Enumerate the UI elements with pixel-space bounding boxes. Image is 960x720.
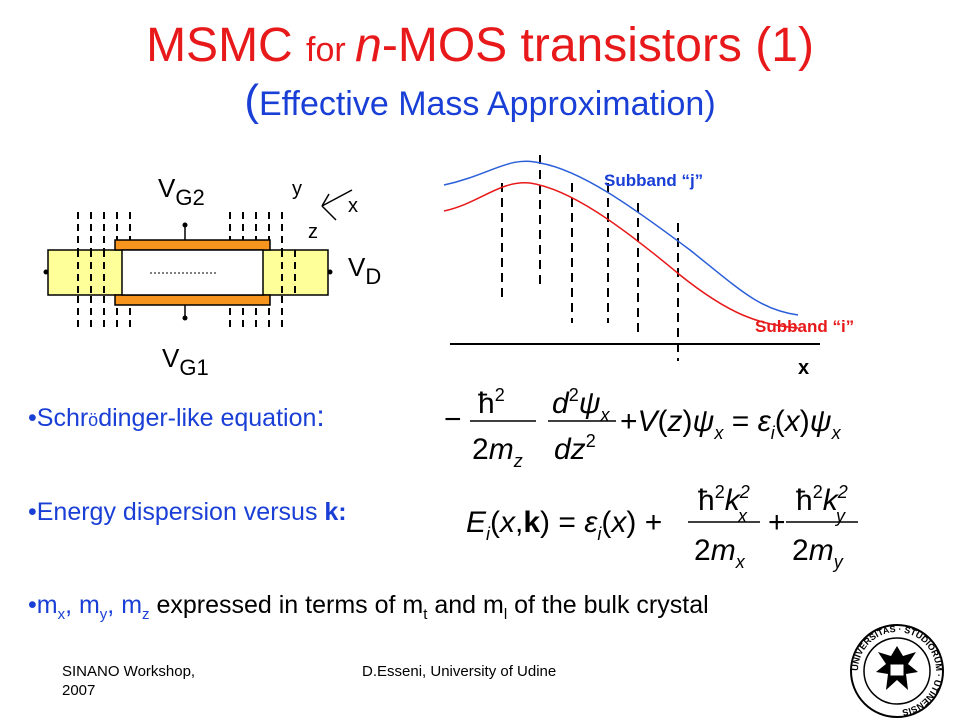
subband-i-label: Subband “i” <box>755 317 854 336</box>
bullet-masses: •mx, my, mz expressed in terms of mt and… <box>28 591 709 623</box>
bullet-energy-dispersion: •Energy dispersion versus k: <box>28 498 347 526</box>
svg-text:2my: 2my <box>792 534 844 572</box>
vg2-label: VG2 <box>158 173 205 210</box>
title-part4: -MOS transistors (1) <box>381 19 814 72</box>
schrodinger-equation: − ħ2 2mz d2ψx dz2 +V(z)ψx = εi(x)ψx <box>444 385 842 471</box>
subband-diagram: x Subband “j” Subband “i” <box>443 155 854 379</box>
subband-i-curve <box>443 182 799 329</box>
svg-text:y: y <box>834 506 846 526</box>
footer-event: SINANO Workshop, 2007 <box>62 663 196 699</box>
svg-text:−: − <box>444 403 462 436</box>
title-part1: MSMC <box>146 19 307 72</box>
svg-text:Ei(x,k) = εi(x) +: Ei(x,k) = εi(x) + <box>466 506 662 544</box>
svg-text:2mz: 2mz <box>472 433 523 471</box>
svg-text:x: x <box>737 506 748 526</box>
svg-text:d2ψx: d2ψx <box>552 385 611 425</box>
subtitle-text: Effective Mass Approximation) <box>258 85 716 123</box>
title-part3: n <box>355 19 382 72</box>
subband-mesh-lines <box>501 155 679 361</box>
svg-text:+V(z)ψx = εi(x)ψx: +V(z)ψx = εi(x)ψx <box>620 405 842 443</box>
axis-z-label: z <box>308 221 318 243</box>
device-schematic: VG2 VG1 VD y x z <box>43 173 381 380</box>
source-terminal <box>43 269 49 275</box>
drain-terminal <box>327 269 333 275</box>
svg-text:dz2: dz2 <box>554 431 596 466</box>
subband-j-curve <box>443 160 799 316</box>
bottom-gate <box>114 294 271 306</box>
title-part2: for <box>306 31 356 69</box>
vg1-terminal <box>182 315 188 321</box>
top-gate <box>114 239 271 251</box>
subtitle-paren: ( <box>244 76 259 125</box>
university-seal-icon: UNIVERSITAS · STUDIORUM · UTINENSIS <box>850 624 944 718</box>
vg2-terminal <box>182 222 188 228</box>
svg-text:+: + <box>768 506 786 539</box>
axis-x-label: x <box>348 195 358 217</box>
bullet-schrodinger: •Schrödinger-like equation: <box>28 400 325 433</box>
axis-y-label: y <box>292 178 302 200</box>
energy-dispersion-equation: Ei(x,k) = εi(x) + ħ2k2 x 2mx + ħ2k2 y 2m… <box>466 482 858 572</box>
vg1-label: VG1 <box>162 343 209 380</box>
svg-text:ħ2: ħ2 <box>478 385 505 420</box>
slide-title: MSMC for n-MOS transistors (1) <box>0 18 960 78</box>
vd-label: VD <box>348 252 381 289</box>
slide-subtitle: (Effective Mass Approximation) <box>0 78 960 127</box>
svg-text:2mx: 2mx <box>694 534 746 572</box>
footer-author: D.Esseni, University of Udine <box>362 663 557 680</box>
subband-j-label: Subband “j” <box>604 171 703 190</box>
channel-region <box>121 249 264 296</box>
x-axis-label: x <box>798 357 809 379</box>
axes-icon <box>321 189 353 221</box>
svg-text:ħ2k2: ħ2k2 <box>796 482 848 517</box>
